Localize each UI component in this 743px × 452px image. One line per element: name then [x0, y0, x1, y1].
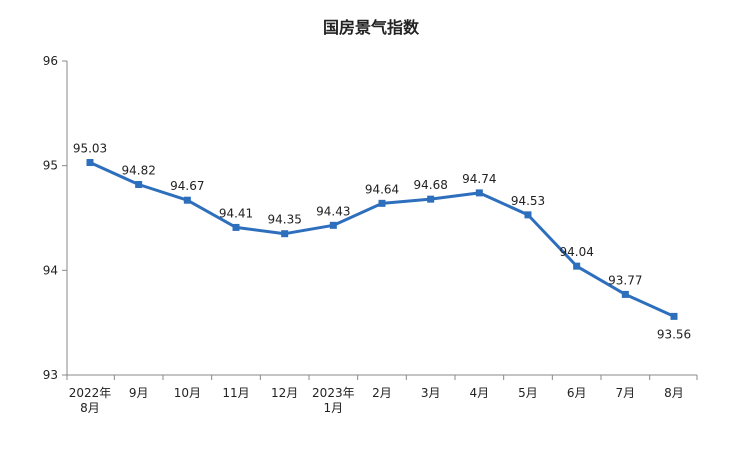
data-point: [573, 262, 581, 270]
data-label: 94.64: [365, 182, 399, 196]
data-label: 94.53: [511, 194, 545, 208]
data-label: 94.04: [559, 245, 593, 259]
x-tick-label: 3月: [421, 386, 441, 400]
x-tick-label-line: 8月: [80, 401, 100, 415]
data-label: 94.82: [121, 164, 155, 178]
y-tick-label: 95: [43, 159, 58, 173]
data-label: 93.77: [608, 273, 642, 287]
x-tick-label: 2023年 1月: [312, 386, 355, 415]
data-point: [378, 199, 386, 207]
data-label: 94.43: [316, 204, 350, 218]
x-tick-label-line: 2022年: [69, 386, 112, 400]
data-label: 94.35: [267, 213, 301, 227]
x-tick-label-line: 1月: [324, 401, 344, 415]
x-tick-label: 5月: [518, 386, 538, 400]
data-point: [183, 196, 191, 204]
x-tick-label: 4月: [470, 386, 490, 400]
x-tick-label-line: 3月: [421, 386, 441, 400]
x-tick-label: 2月: [372, 386, 392, 400]
x-tick-label: 12月: [271, 386, 298, 400]
data-point: [524, 211, 532, 219]
data-label: 95.03: [73, 142, 107, 156]
data-label: 94.41: [219, 206, 253, 220]
data-point: [670, 312, 678, 320]
x-tick-label-line: 9月: [129, 386, 149, 400]
x-tick-label-line: 2月: [372, 386, 392, 400]
data-label: 94.67: [170, 179, 204, 193]
x-tick-label-line: 12月: [271, 386, 298, 400]
data-point: [475, 189, 483, 197]
y-tick-label: 94: [43, 263, 58, 277]
data-point: [281, 230, 289, 238]
x-tick-label-line: 10月: [174, 386, 201, 400]
y-tick-label: 93: [43, 368, 58, 382]
x-tick-label-line: 2023年: [312, 386, 355, 400]
series-group: [86, 159, 678, 320]
y-axis-ticks: 93 94 95 96: [43, 54, 67, 382]
data-point: [621, 290, 629, 298]
data-point: [135, 181, 143, 189]
data-label: 94.68: [413, 178, 447, 192]
x-tick-label-line: 4月: [470, 386, 490, 400]
data-label: 93.56: [657, 327, 691, 341]
x-tick-label-line: 7月: [616, 386, 636, 400]
data-label: 94.74: [462, 172, 496, 186]
data-labels: 95.03 94.82 94.67 94.41 94.35 94.43 94.64 94.68…: [73, 142, 691, 342]
x-tick-label-line: 11月: [222, 386, 249, 400]
x-tick-label: 9月: [129, 386, 149, 400]
chart-title: 国房景气指数: [323, 18, 420, 37]
x-tick-label: 8月: [664, 386, 684, 400]
x-tick-label: 6月: [567, 386, 587, 400]
x-tick-label: 2022年 8月: [69, 386, 112, 415]
x-tick-label: 7月: [616, 386, 636, 400]
data-point: [232, 223, 240, 231]
data-point: [329, 221, 337, 229]
x-tick-label: 11月: [222, 386, 249, 400]
x-tick-label-line: 6月: [567, 386, 587, 400]
y-tick-label: 96: [43, 54, 58, 68]
x-tick-label: 10月: [174, 386, 201, 400]
data-point: [427, 195, 435, 203]
x-tick-label-line: 5月: [518, 386, 538, 400]
data-point: [86, 159, 94, 167]
x-tick-label-line: 8月: [664, 386, 684, 400]
